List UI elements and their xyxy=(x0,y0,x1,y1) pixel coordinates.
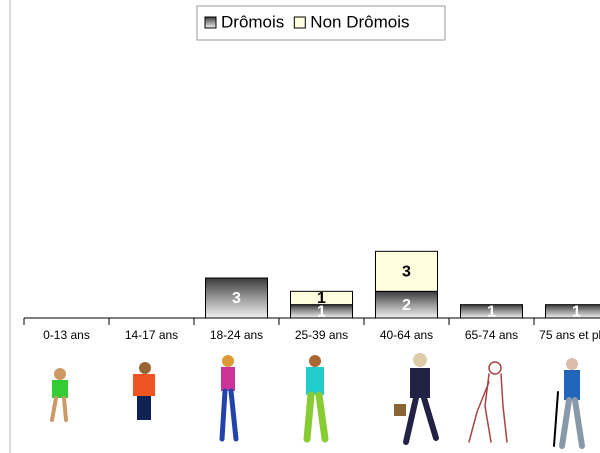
x-tick-label: 18-24 ans xyxy=(210,328,263,342)
legend: Drômois Non Drômois xyxy=(196,5,446,41)
legend-label: Non Drômois xyxy=(310,12,409,31)
bar-segment xyxy=(545,304,600,319)
illustrations xyxy=(50,353,585,449)
data-label: 1 xyxy=(317,304,326,321)
data-label: 2 xyxy=(402,297,411,314)
label-line: 25-39 ans xyxy=(295,328,348,342)
data-label: 1 xyxy=(572,304,581,321)
data-label: 1 xyxy=(317,290,326,307)
bar-segment xyxy=(205,277,268,319)
bar-segment xyxy=(290,290,353,306)
data-label: 3 xyxy=(402,264,411,281)
label-line: 14-17 ans xyxy=(125,328,178,342)
x-tick-label: 75 ans et plus xyxy=(539,328,600,342)
x-tick-label: 0-13 ans xyxy=(43,328,90,342)
legend-box xyxy=(196,5,446,41)
bar-segment xyxy=(375,250,438,292)
data-label: 1 xyxy=(487,304,496,321)
legend-swatch xyxy=(204,16,217,29)
label-line: 75 ans et plus xyxy=(539,328,600,342)
data-label: 3 xyxy=(232,290,241,307)
x-tick-label: 14-17 ans xyxy=(125,328,178,342)
label-line: 40-64 ans xyxy=(380,328,433,342)
label-line: 65-74 ans xyxy=(465,328,518,342)
bar-segment xyxy=(375,290,438,319)
bar-segment xyxy=(460,304,523,319)
x-tick-label: 40-64 ans xyxy=(380,328,433,342)
label-line: 18-24 ans xyxy=(210,328,263,342)
x-tick-label: 65-74 ans xyxy=(465,328,518,342)
label-line: 0-13 ans xyxy=(43,328,90,342)
legend-swatch xyxy=(293,16,306,29)
legend-label: Drômois xyxy=(221,12,284,31)
x-tick-label: 25-39 ans xyxy=(295,328,348,342)
